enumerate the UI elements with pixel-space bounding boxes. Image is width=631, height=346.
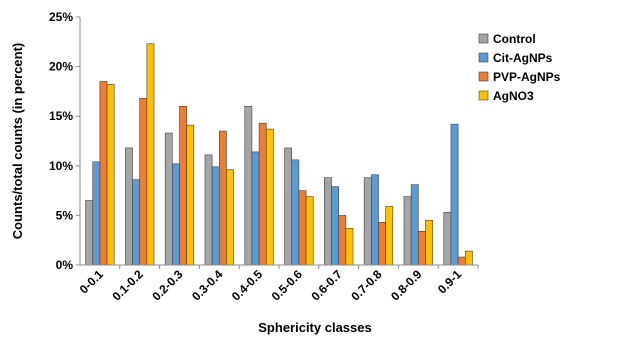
legend-label: Cit-AgNPs xyxy=(493,51,553,65)
x-ticks-group: 0-0.1 0.1-0.2 0.2-0.3 0.3-0.4 0.4-0.5 0.5-0.6… xyxy=(77,265,479,304)
bar-agno3-0.6-0.7 xyxy=(345,227,354,266)
bar-agno3-0.1-0.2 xyxy=(146,43,155,266)
bar-agno3-0.3-0.4 xyxy=(226,169,234,266)
x-tick-label: 0.1-0.2 xyxy=(110,267,147,304)
bar-agno3-0.4-0.5 xyxy=(265,128,274,266)
bar-cit-agnps-0.2-0.3 xyxy=(172,163,180,266)
x-tick-label: 0.8-0.9 xyxy=(388,267,425,304)
y-tick-label: 0% xyxy=(56,258,74,272)
bar-cit-agnps-0.4-0.5 xyxy=(251,151,260,266)
bar-control-0.2-0.3 xyxy=(164,132,173,266)
bar-pvp-agnps-0.9-1 xyxy=(457,256,466,266)
bar-cit-agnps-0.6-0.7 xyxy=(331,186,340,266)
bar-agno3-0.2-0.3 xyxy=(186,124,195,266)
bar-cit-agnps-0.8-0.9 xyxy=(410,184,419,266)
y-tick-label: 15% xyxy=(49,109,73,123)
bar-pvp-agnps-0-0.1 xyxy=(99,81,108,266)
x-axis-title: Sphericity classes xyxy=(258,320,371,335)
bar-agno3-0.9-1 xyxy=(464,250,473,266)
bar-cit-agnps-0-0.1 xyxy=(92,161,101,266)
bar-control-0.5-0.6 xyxy=(284,147,293,266)
bar-control-0.3-0.4 xyxy=(204,154,213,266)
bar-agno3-0.8-0.9 xyxy=(425,220,433,266)
y-tick-label: 25% xyxy=(49,10,73,24)
y-tick-label: 10% xyxy=(49,159,73,173)
bar-control-0.4-0.5 xyxy=(244,105,253,266)
bar-agno3-0.7-0.8 xyxy=(385,206,394,266)
bar-control-0.9-1 xyxy=(443,212,452,266)
y-tick-label: 5% xyxy=(56,208,74,222)
legend-swatch xyxy=(478,71,489,82)
x-tick-label: 0.6-0.7 xyxy=(309,267,346,304)
x-tick-label: 0.9-1 xyxy=(435,267,464,296)
bar-cit-agnps-0.7-0.8 xyxy=(371,174,379,266)
bar-control-0.1-0.2 xyxy=(125,147,133,266)
legend-label: AgNO3 xyxy=(493,89,534,103)
bar-pvp-agnps-0.5-0.6 xyxy=(298,190,307,266)
legend-label: PVP-AgNPs xyxy=(493,70,561,84)
x-tick-label: 0.7-0.8 xyxy=(348,267,385,304)
bars-group xyxy=(85,43,473,266)
x-tick-label: 0.5-0.6 xyxy=(269,267,306,304)
bar-pvp-agnps-0.2-0.3 xyxy=(179,105,187,266)
bar-pvp-agnps-0.4-0.5 xyxy=(258,122,267,266)
bar-pvp-agnps-0.6-0.7 xyxy=(338,215,347,266)
bar-control-0-0.1 xyxy=(85,200,94,266)
bar-pvp-agnps-0.3-0.4 xyxy=(219,130,227,266)
x-tick-label: 0-0.1 xyxy=(77,267,106,296)
legend-swatch xyxy=(478,52,489,63)
legend: Control Cit-AgNPs PVP-AgNPs AgNO3 xyxy=(478,32,561,103)
legend-label: Control xyxy=(493,32,536,46)
legend-swatch xyxy=(478,90,489,101)
y-tick-label: 20% xyxy=(49,60,73,74)
bar-pvp-agnps-0.1-0.2 xyxy=(139,98,148,266)
bar-cit-agnps-0.5-0.6 xyxy=(291,159,300,266)
y-ticks-group: 0% 5% 10% 15% 20% 25% xyxy=(49,10,80,272)
bar-cit-agnps-0.9-1 xyxy=(450,123,459,266)
x-tick-label: 0.2-0.3 xyxy=(149,267,186,304)
bar-pvp-agnps-0.7-0.8 xyxy=(378,222,386,266)
y-axis-title: Counts/total counts (in percent) xyxy=(10,43,25,239)
bar-control-0.6-0.7 xyxy=(324,177,332,266)
bar-cit-agnps-0.3-0.4 xyxy=(211,166,220,266)
bar-agno3-0-0.1 xyxy=(106,84,115,266)
bar-control-0.8-0.9 xyxy=(403,196,412,266)
bar-control-0.7-0.8 xyxy=(363,177,372,266)
bar-agno3-0.5-0.6 xyxy=(305,196,314,266)
x-tick-label: 0.3-0.4 xyxy=(189,267,226,304)
bar-cit-agnps-0.1-0.2 xyxy=(132,179,140,266)
x-tick-label: 0.4-0.5 xyxy=(229,267,266,304)
legend-swatch xyxy=(478,33,489,44)
bar-pvp-agnps-0.8-0.9 xyxy=(417,230,426,266)
